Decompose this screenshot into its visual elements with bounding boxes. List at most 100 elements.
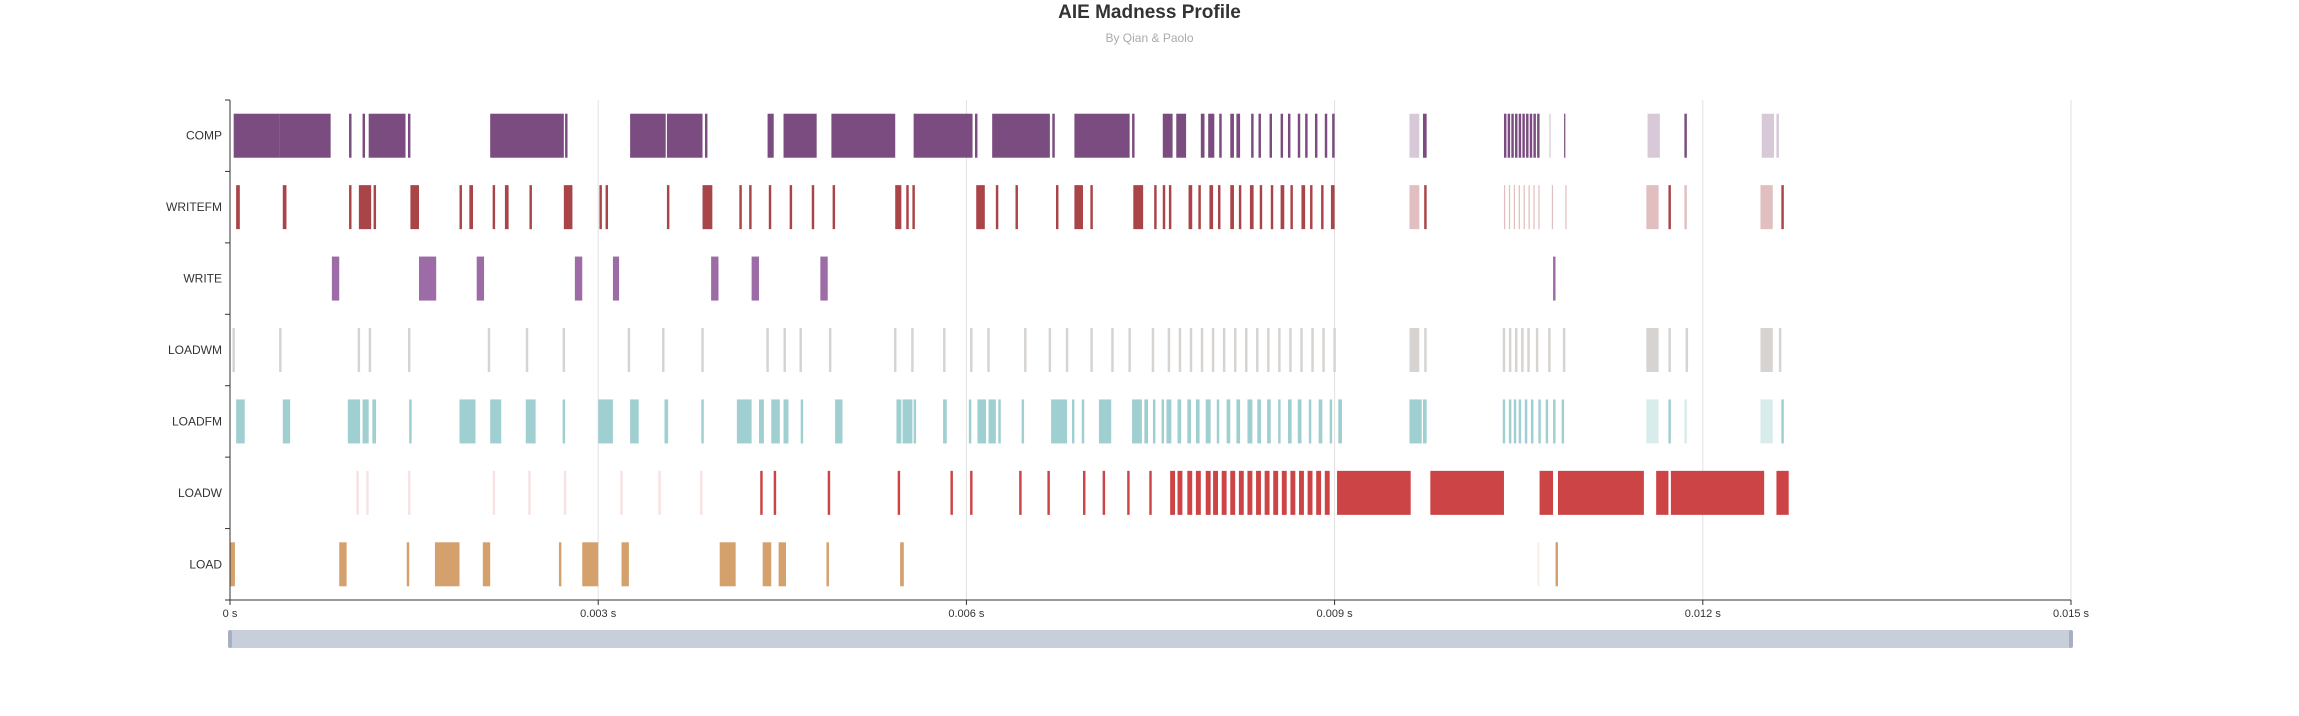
interval-bar[interactable] [1167, 328, 1171, 372]
interval-bar[interactable] [1781, 185, 1784, 230]
interval-bar[interactable] [1216, 399, 1220, 444]
interval-bar[interactable] [1233, 328, 1237, 372]
interval-bar[interactable] [666, 113, 703, 158]
interval-bar[interactable] [658, 470, 661, 515]
interval-bar[interactable] [1307, 470, 1313, 515]
interval-bar[interactable] [1218, 185, 1221, 230]
interval-bar[interactable] [911, 328, 914, 372]
interval-bar[interactable] [630, 113, 666, 158]
interval-bar[interactable] [666, 185, 670, 230]
interval-bar[interactable] [230, 542, 235, 587]
interval-bar[interactable] [620, 470, 623, 515]
interval-bar[interactable] [1257, 399, 1261, 444]
interval-bar[interactable] [1090, 328, 1093, 372]
interval-bar[interactable] [664, 399, 669, 444]
interval-bar[interactable] [1238, 185, 1242, 230]
interval-bar[interactable] [1535, 328, 1539, 372]
interval-bar[interactable] [1409, 185, 1420, 230]
interval-bar[interactable] [1205, 399, 1211, 444]
interval-bar[interactable] [282, 185, 287, 230]
interval-bar[interactable] [1518, 113, 1522, 158]
interval-bar[interactable] [826, 542, 829, 587]
interval-bar[interactable] [1273, 470, 1279, 515]
interval-bar[interactable] [1230, 185, 1234, 230]
interval-bar[interactable] [487, 328, 491, 372]
interval-bar[interactable] [1281, 470, 1287, 515]
interval-bar[interactable] [373, 185, 377, 230]
interval-bar[interactable] [459, 399, 476, 444]
interval-bar[interactable] [1176, 113, 1187, 158]
interval-bar[interactable] [1314, 113, 1318, 158]
interval-bar[interactable] [279, 328, 282, 372]
interval-bar[interactable] [1668, 399, 1671, 444]
interval-bar[interactable] [1249, 185, 1254, 230]
interval-bar[interactable] [1308, 399, 1312, 444]
interval-bar[interactable] [1409, 328, 1420, 372]
interval-bar[interactable] [1200, 113, 1205, 158]
interval-bar[interactable] [1513, 185, 1516, 230]
interval-bar[interactable] [630, 399, 639, 444]
interval-bar[interactable] [1778, 328, 1782, 372]
interval-bar[interactable] [896, 399, 902, 444]
interval-bar[interactable] [913, 399, 917, 444]
interval-bar[interactable] [1533, 185, 1535, 230]
interval-bar[interactable] [1221, 470, 1227, 515]
interval-bar[interactable] [773, 470, 777, 515]
interval-bar[interactable] [1098, 399, 1112, 444]
interval-bar[interactable] [1565, 185, 1567, 230]
interval-bar[interactable] [912, 185, 915, 230]
interval-bar[interactable] [1247, 399, 1253, 444]
zoom-handle-right[interactable] [2069, 630, 2073, 648]
interval-bar[interactable] [828, 328, 832, 372]
interval-bar[interactable] [1299, 470, 1304, 515]
interval-bar[interactable] [469, 185, 474, 230]
interval-bar[interactable] [1549, 113, 1551, 158]
interval-bar[interactable] [704, 113, 708, 158]
interval-bar[interactable] [1132, 399, 1142, 444]
interval-bar[interactable] [409, 399, 412, 444]
interval-bar[interactable] [974, 113, 978, 158]
interval-bar[interactable] [407, 470, 411, 515]
interval-bar[interactable] [1668, 185, 1671, 230]
interval-bar[interactable] [897, 470, 901, 515]
interval-bar[interactable] [1310, 185, 1313, 230]
interval-bar[interactable] [434, 542, 460, 587]
interval-bar[interactable] [232, 328, 235, 372]
interval-bar[interactable] [563, 470, 567, 515]
interval-bar[interactable] [1324, 470, 1330, 515]
interval-bar[interactable] [233, 113, 280, 158]
interval-bar[interactable] [1047, 470, 1050, 515]
interval-bar[interactable] [1333, 328, 1336, 372]
interval-bar[interactable] [1564, 113, 1566, 158]
interval-bar[interactable] [529, 185, 532, 230]
interval-bar[interactable] [1776, 113, 1779, 158]
interval-bar[interactable] [1527, 328, 1530, 372]
interval-bar[interactable] [995, 185, 999, 230]
interval-bar[interactable] [1170, 470, 1176, 515]
interval-bar[interactable] [1205, 470, 1211, 515]
interval-bar[interactable] [565, 113, 568, 158]
interval-bar[interactable] [900, 542, 904, 587]
interval-bar[interactable] [1267, 399, 1271, 444]
interval-bar[interactable] [282, 399, 291, 444]
interval-bar[interactable] [627, 328, 631, 372]
interval-bar[interactable] [459, 185, 462, 230]
interval-bar[interactable] [1195, 470, 1201, 515]
interval-bar[interactable] [1684, 185, 1687, 230]
interval-bar[interactable] [827, 470, 831, 515]
interval-bar[interactable] [700, 470, 703, 515]
interval-bar[interactable] [1524, 399, 1528, 444]
interval-bar[interactable] [1539, 470, 1554, 515]
interval-bar[interactable] [1297, 113, 1301, 158]
interval-bar[interactable] [893, 328, 897, 372]
interval-bar[interactable] [811, 185, 815, 230]
interval-bar[interactable] [1424, 185, 1427, 230]
interval-bar[interactable] [1538, 399, 1541, 444]
interval-bar[interactable] [372, 399, 377, 444]
interval-bar[interactable] [789, 185, 793, 230]
interval-bar[interactable] [492, 470, 496, 515]
interval-bar[interactable] [711, 256, 719, 301]
interval-bar[interactable] [1330, 185, 1335, 230]
interval-bar[interactable] [1132, 113, 1135, 158]
interval-bar[interactable] [621, 542, 629, 587]
